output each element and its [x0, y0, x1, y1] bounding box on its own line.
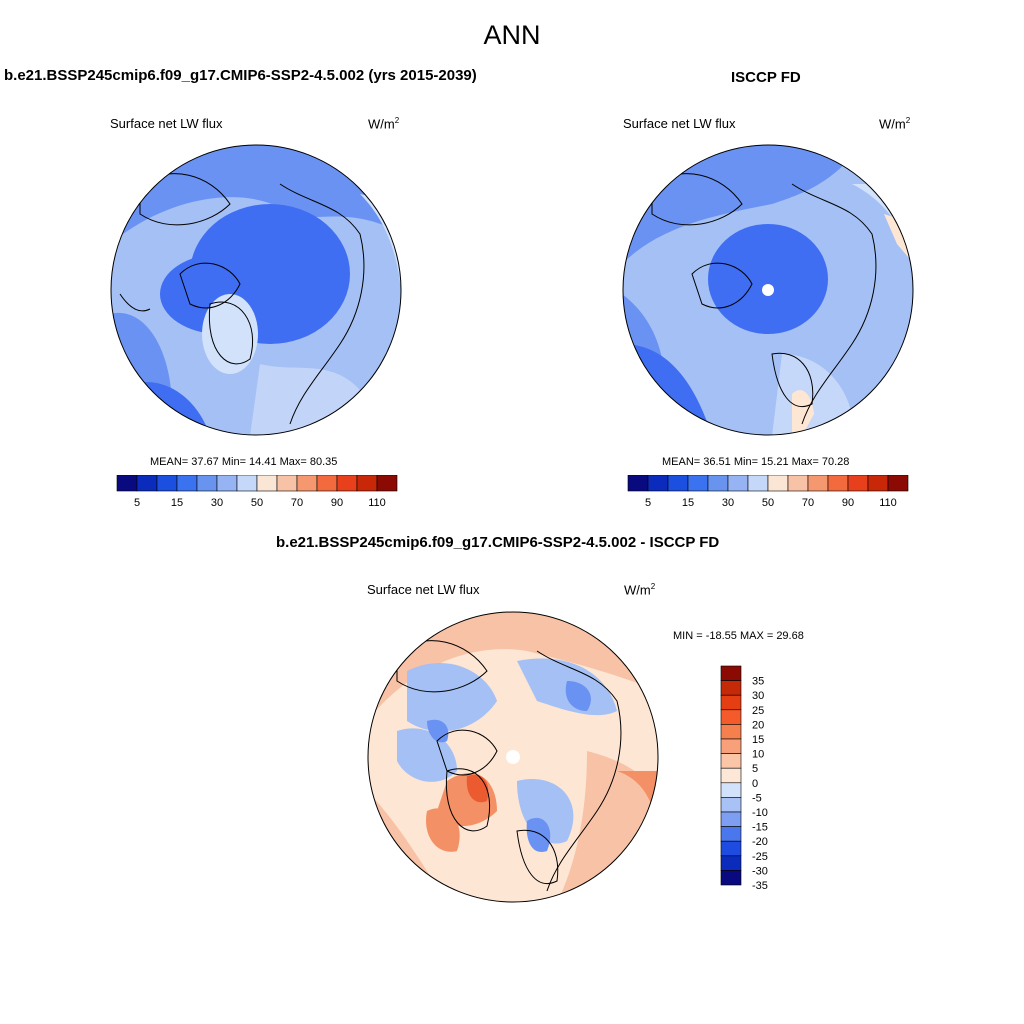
model-colorbar-swatch [136, 475, 158, 492]
diff-colorbar-tick-label: -10 [752, 807, 768, 819]
obs-panel-title: ISCCP FD [731, 69, 801, 86]
diff-colorbar-swatch [720, 797, 742, 813]
diff-variable-label: Surface net LW flux [367, 582, 480, 597]
obs-colorbar-tick-label: 50 [762, 497, 774, 509]
diff-colorbar-swatch [720, 855, 742, 871]
model-colorbar-svg: 51530507090110130 [116, 475, 398, 509]
model-colorbar-swatch [196, 475, 218, 492]
model-colorbar-swatch [176, 475, 198, 492]
obs-colorbar-swatch [687, 475, 709, 492]
obs-polar-map [622, 144, 914, 436]
diff-colorbar-swatch [720, 753, 742, 769]
obs-colorbar-swatch [747, 475, 769, 492]
obs-variable-label: Surface net LW flux [623, 116, 736, 131]
diff-missing-pole-marker [506, 750, 520, 764]
diff-polar-map [367, 611, 659, 903]
diff-colorbar-tick-label: 0 [752, 778, 758, 790]
diff-colorbar-tick-label: -35 [752, 880, 768, 892]
diff-colorbar-swatch [720, 767, 742, 784]
obs-colorbar-swatch [627, 475, 649, 492]
model-colorbar-swatch [316, 475, 338, 492]
diff-colorbar-swatch [720, 665, 742, 681]
diff-colorbar-tick-label: -5 [752, 792, 762, 804]
model-colorbar-swatch [376, 475, 398, 492]
diff-unit-label: W/m2 [624, 582, 656, 598]
diff-colorbar: 35 30 25 20 15 10 5 0 -5 -10 -15 -20 -25 -30 -35 [720, 665, 800, 901]
model-map-svg [110, 144, 402, 436]
obs-colorbar-tick-label: 90 [842, 497, 854, 509]
diff-colorbar-swatch [720, 782, 742, 798]
obs-colorbar-swatch [827, 475, 849, 492]
obs-colorbar-tick-label: 30 [722, 497, 734, 509]
model-colorbar-swatch [236, 475, 258, 492]
obs-colorbar-swatch [647, 475, 669, 492]
obs-colorbar-tick-label: 15 [682, 497, 694, 509]
model-colorbar-swatch [356, 475, 378, 492]
model-colorbar-tick-label: 30 [211, 497, 223, 509]
obs-colorbar-tick-label: 5 [645, 497, 651, 509]
model-colorbar-tick-label: 15 [171, 497, 183, 509]
model-colorbar: 51530507090110130 [116, 475, 398, 511]
obs-colorbar-swatch [727, 475, 749, 492]
obs-colorbar-swatch [887, 475, 909, 492]
diff-colorbar-swatch [720, 680, 742, 696]
model-variable-label: Surface net LW flux [110, 116, 223, 131]
obs-colorbar-tick-label: 110 [879, 497, 897, 509]
diff-colorbar-tick-label: 25 [752, 705, 764, 717]
obs-colorbar: 51530507090110130 [627, 475, 909, 511]
obs-missing-pole-marker [762, 284, 774, 296]
model-colorbar-tick-label: 70 [291, 497, 303, 509]
diff-colorbar-tick-label: 5 [752, 763, 758, 775]
diff-colorbar-tick-label: -25 [752, 851, 768, 863]
obs-colorbar-swatch [807, 475, 829, 492]
diff-colorbar-swatch [720, 811, 742, 827]
diff-colorbar-tick-label: -20 [752, 836, 768, 848]
model-colorbar-swatch [256, 475, 278, 492]
model-colorbar-tick-label: 110 [368, 497, 386, 509]
obs-unit-label: W/m2 [879, 116, 911, 132]
diff-colorbar-swatch [720, 840, 742, 857]
model-stats: MEAN= 37.67 Min= 14.41 Max= 80.35 [150, 456, 338, 468]
obs-colorbar-swatch [787, 475, 809, 492]
diff-colorbar-tick-label: -15 [752, 822, 768, 834]
diff-panel-title: b.e21.BSSP245cmip6.f09_g17.CMIP6-SSP2-4.… [276, 534, 720, 551]
model-colorbar-swatch [216, 475, 238, 492]
diff-colorbar-swatch [720, 826, 742, 842]
diff-colorbar-tick-label: 30 [752, 690, 764, 702]
diff-colorbar-tick-label: -30 [752, 865, 768, 877]
model-colorbar-swatch [296, 475, 318, 492]
diff-colorbar-swatch [720, 694, 742, 711]
diff-colorbar-tick-label: 20 [752, 719, 764, 731]
diff-colorbar-swatch [720, 724, 742, 740]
diff-colorbar-swatch [720, 738, 742, 754]
diff-colorbar-tick-label: 10 [752, 749, 764, 761]
model-colorbar-swatch [116, 475, 138, 492]
model-colorbar-swatch [276, 475, 298, 492]
obs-colorbar-tick-label: 70 [802, 497, 814, 509]
model-polar-map [110, 144, 402, 436]
diff-colorbar-tick-label: 15 [752, 734, 764, 746]
obs-colorbar-swatch [707, 475, 729, 492]
figure-title: ANN [483, 20, 541, 50]
diff-colorbar-swatch [720, 870, 742, 886]
diff-stats: MIN = -18.55 MAX = 29.68 [673, 630, 804, 642]
diff-colorbar-swatch [720, 709, 742, 725]
diff-map-svg [367, 611, 659, 903]
diff-colorbar-tick-label: 35 [752, 676, 764, 688]
obs-colorbar-swatch [847, 475, 869, 492]
obs-stats: MEAN= 36.51 Min= 15.21 Max= 70.28 [662, 456, 850, 468]
diff-colorbar-svg: 35 30 25 20 15 10 5 0 -5 -10 -15 -20 -25 -30 -35 [720, 665, 768, 892]
model-colorbar-tick-label: 50 [251, 497, 263, 509]
model-panel-title: b.e21.BSSP245cmip6.f09_g17.CMIP6-SSP2-4.… [4, 67, 477, 84]
model-colorbar-swatch [336, 475, 358, 492]
obs-colorbar-swatch [767, 475, 789, 492]
model-colorbar-tick-label: 90 [331, 497, 343, 509]
model-unit-label: W/m2 [368, 116, 400, 132]
model-colorbar-tick-label: 5 [134, 497, 140, 509]
obs-colorbar-swatch [867, 475, 889, 492]
model-colorbar-swatch [156, 475, 178, 492]
obs-colorbar-swatch [667, 475, 689, 492]
obs-colorbar-svg: 51530507090110130 [627, 475, 909, 509]
obs-map-svg [622, 144, 914, 436]
